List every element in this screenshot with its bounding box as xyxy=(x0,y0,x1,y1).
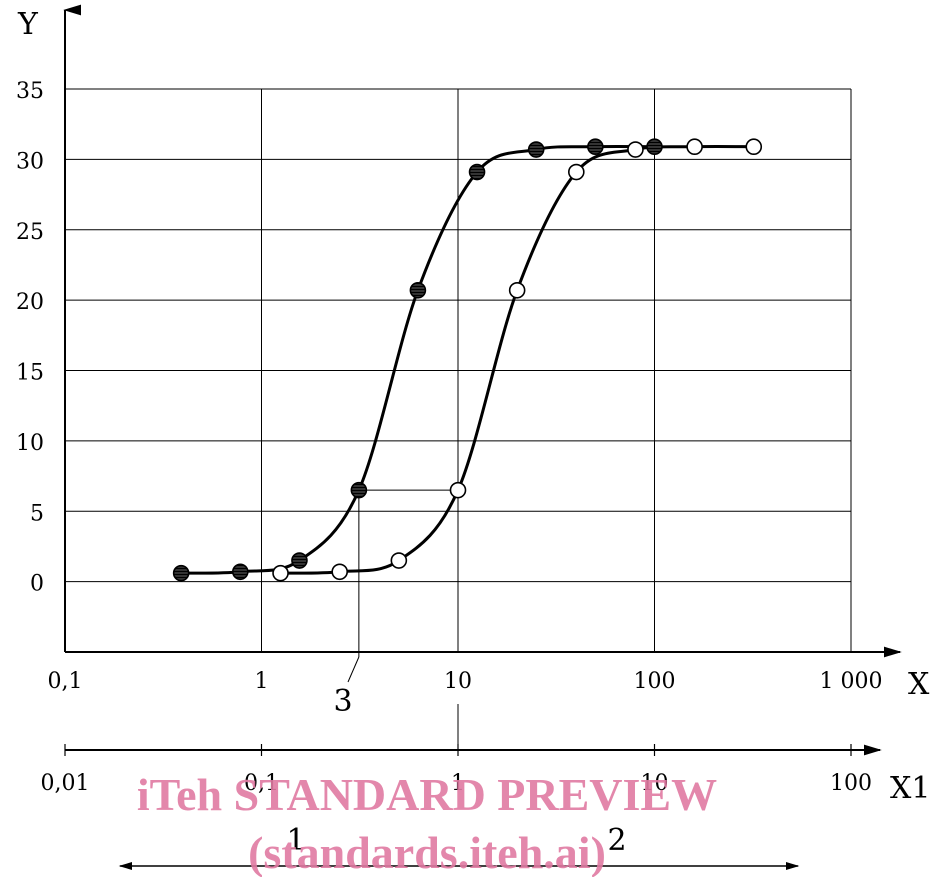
data-point-filled xyxy=(587,138,604,156)
annotation-label: 1 xyxy=(286,823,305,858)
watermark-line-2: (standards.iteh.ai) xyxy=(248,827,606,877)
data-point-filled xyxy=(291,552,308,569)
annotation-label: 3 xyxy=(333,684,352,719)
watermark-line-1: iTeh STANDARD PREVIEW xyxy=(137,769,717,820)
y-tick-label: 30 xyxy=(16,149,44,174)
x-axis-label: X xyxy=(908,667,930,702)
data-point-filled xyxy=(350,481,368,499)
y-tick-label: 15 xyxy=(16,361,44,386)
x1-tick-label: 0,1 xyxy=(244,771,279,796)
watermark: iTeh STANDARD PREVIEW (standards.iteh.ai… xyxy=(137,769,717,877)
y-tick-label: 20 xyxy=(16,290,44,315)
data-point-open xyxy=(568,163,585,181)
x1-axis-label: X1 xyxy=(890,771,930,806)
x-tick-label: 1 xyxy=(255,669,269,694)
data-point-filled xyxy=(646,138,663,156)
leader-line xyxy=(347,656,360,683)
y-tick-label: 25 xyxy=(16,220,44,245)
data-point-filled xyxy=(527,141,545,158)
series-line xyxy=(181,145,655,575)
data-point-filled xyxy=(409,281,427,299)
y-axis-label: Y xyxy=(17,7,39,42)
y-tick-label: 0 xyxy=(30,572,44,597)
data-point-open xyxy=(331,563,348,581)
grid xyxy=(65,88,852,652)
x-tick-label: 100 xyxy=(634,669,676,694)
tick-labels: 0 5 10 15 20 25 30 35 0,1 1 10 100 1 000 0,01 0,1 1 10 10… xyxy=(16,79,882,796)
data-point-open xyxy=(508,281,526,299)
x-tick-label: 1 000 xyxy=(820,669,883,694)
series-line xyxy=(280,145,754,575)
data-point-filled xyxy=(468,163,486,181)
y-tick-label: 35 xyxy=(16,79,44,104)
data-point-open xyxy=(686,138,703,156)
y-tick-label: 5 xyxy=(30,501,44,526)
data-point-filled xyxy=(172,564,190,582)
y-tick-label: 10 xyxy=(16,431,44,456)
data-point-open xyxy=(627,141,644,158)
series-points xyxy=(172,138,763,582)
x1-tick-label: 0,01 xyxy=(41,771,90,796)
x-tick-label: 10 xyxy=(444,669,472,694)
data-point-open xyxy=(449,481,467,499)
axes xyxy=(63,4,902,871)
annotations: 3 1 2 xyxy=(286,489,627,858)
annotation-label: 2 xyxy=(607,823,626,858)
data-point-open xyxy=(272,564,289,582)
x1-tick-label: 100 xyxy=(830,771,872,796)
x1-tick-label: 1 xyxy=(451,771,465,796)
series-curves xyxy=(181,145,754,575)
data-point-filled xyxy=(231,563,249,581)
data-point-open xyxy=(745,138,763,156)
data-point-open xyxy=(390,552,408,569)
x1-tick-label: 10 xyxy=(641,771,669,796)
x-tick-label: 0,1 xyxy=(48,669,83,694)
